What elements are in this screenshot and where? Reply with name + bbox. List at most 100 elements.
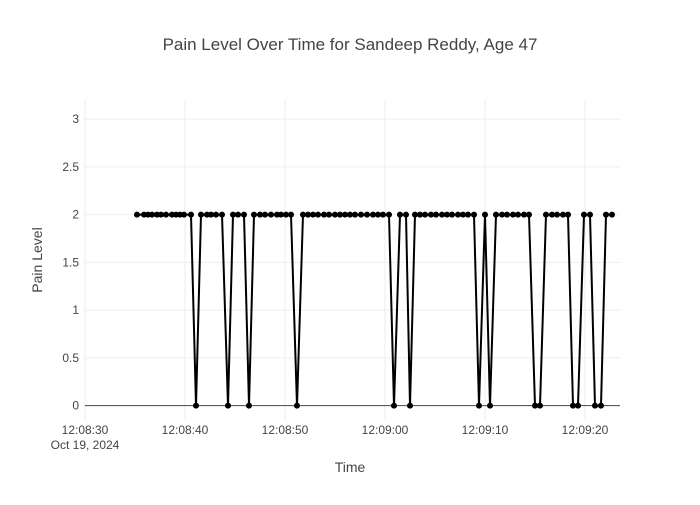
data-point — [364, 211, 370, 218]
axes: 0 0.5 1 1.5 2 2.5 3 12:08:30 12:08:40 12:08:50 12:… — [51, 112, 620, 452]
data-point — [337, 211, 343, 218]
x-tick-label: 12:09:10 — [462, 423, 509, 437]
data-point — [315, 211, 321, 218]
data-point — [352, 211, 358, 218]
data-point — [565, 211, 571, 218]
data-point — [332, 211, 338, 218]
x-tick-label: 12:08:50 — [262, 423, 309, 437]
data-point — [134, 211, 140, 218]
data-point — [225, 402, 231, 409]
data-point — [208, 211, 214, 218]
data-point — [375, 211, 381, 218]
data-point — [543, 211, 549, 218]
data-point — [403, 211, 409, 218]
data-point — [358, 211, 364, 218]
data-point — [526, 211, 532, 218]
data-point — [499, 211, 505, 218]
data-point — [417, 211, 423, 218]
data-point — [268, 211, 274, 218]
data-point — [251, 211, 257, 218]
y-tick-label: 0 — [72, 399, 79, 413]
data-point — [412, 211, 418, 218]
data-point — [257, 211, 263, 218]
y-axis-label: Pain Level — [29, 227, 45, 292]
y-tick-label: 2.5 — [62, 160, 79, 174]
data-point — [532, 402, 538, 409]
data-point — [386, 211, 392, 218]
data-point — [241, 211, 247, 218]
data-point — [487, 402, 493, 409]
data-point — [342, 211, 348, 218]
y-tick-label: 2 — [72, 208, 79, 222]
y-tick-label: 3 — [72, 112, 79, 126]
data-point — [460, 211, 466, 218]
data-point — [471, 211, 477, 218]
data-point — [305, 211, 311, 218]
y-tick-label: 1 — [72, 303, 79, 317]
data-point — [321, 211, 327, 218]
data-point — [262, 211, 268, 218]
data-point — [188, 211, 194, 218]
data-point — [235, 211, 241, 218]
data-point — [288, 211, 294, 218]
data-point — [283, 211, 289, 218]
chart-title: Pain Level Over Time for Sandeep Reddy, … — [163, 35, 538, 54]
data-point — [537, 402, 543, 409]
data-point — [391, 402, 397, 409]
data-point — [219, 211, 225, 218]
x-date-label: Oct 19, 2024 — [51, 438, 120, 452]
data-point — [444, 211, 450, 218]
data-point — [515, 211, 521, 218]
data-point — [482, 211, 488, 218]
data-point — [598, 402, 604, 409]
data-point — [370, 211, 376, 218]
y-tick-label: 1.5 — [62, 255, 79, 269]
data-point — [278, 211, 284, 218]
data-point — [181, 211, 187, 218]
data-point — [213, 211, 219, 218]
data-point — [294, 402, 300, 409]
data-point — [347, 211, 353, 218]
data-point — [592, 402, 598, 409]
data-point — [609, 211, 615, 218]
data-point — [549, 211, 555, 218]
data-point — [570, 402, 576, 409]
data-point — [433, 211, 439, 218]
data-point — [560, 211, 566, 218]
data-point — [158, 211, 164, 218]
data-point — [575, 402, 581, 409]
data-point — [163, 211, 169, 218]
data-point — [198, 211, 204, 218]
data-point — [397, 211, 403, 218]
data-point — [407, 402, 413, 409]
data-point — [449, 211, 455, 218]
data-point — [554, 211, 560, 218]
data-point — [439, 211, 445, 218]
data-point — [603, 211, 609, 218]
data-point — [326, 211, 332, 218]
data-point — [193, 402, 199, 409]
series-layer — [134, 211, 615, 409]
data-point — [300, 211, 306, 218]
data-point — [310, 211, 316, 218]
data-point — [380, 211, 386, 218]
data-point — [587, 211, 593, 218]
data-point — [246, 402, 252, 409]
data-point — [476, 402, 482, 409]
gridlines — [84, 100, 620, 420]
data-point — [465, 211, 471, 218]
x-tick-label: 12:08:40 — [162, 423, 209, 437]
data-point — [581, 211, 587, 218]
data-point — [493, 211, 499, 218]
y-tick-label: 0.5 — [62, 351, 79, 365]
data-point — [521, 211, 527, 218]
data-point — [455, 211, 461, 218]
x-axis-label: Time — [335, 459, 366, 475]
data-point — [510, 211, 516, 218]
data-point — [149, 211, 155, 218]
x-tick-label: 12:09:20 — [562, 423, 609, 437]
x-tick-label: 12:08:30 — [62, 423, 109, 437]
x-tick-label: 12:09:00 — [362, 423, 409, 437]
